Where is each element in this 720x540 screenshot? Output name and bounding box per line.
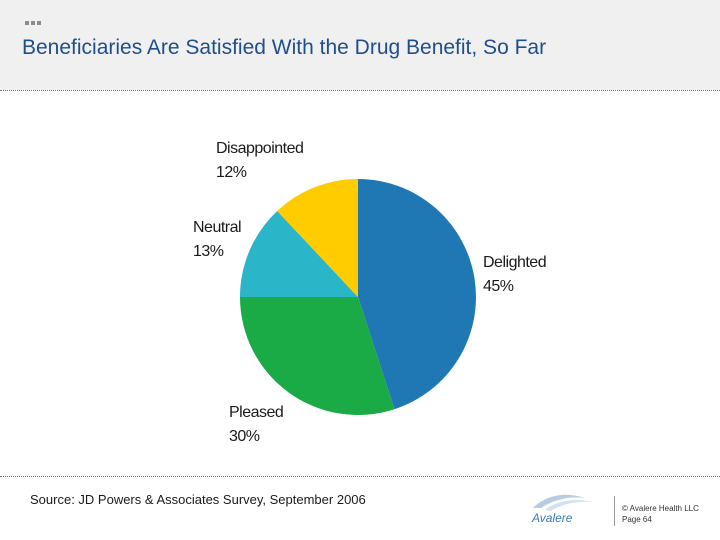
header-dots-icon <box>25 21 41 25</box>
slice-label-pleased: Pleased <box>229 404 283 421</box>
pie-chart: Delighted 45% Pleased 30% Neutral 13% Di… <box>193 140 547 445</box>
avalere-logo-icon <box>533 494 593 511</box>
slice-label-disappointed: Disappointed <box>216 140 303 157</box>
logo-text: Avalere <box>532 511 573 525</box>
pie-slice-disappointed <box>277 179 358 297</box>
slide-title: Beneficiaries Are Satisfied With the Dru… <box>22 36 547 59</box>
page-number: Page 64 <box>622 515 652 524</box>
pie-slice-neutral <box>240 210 358 297</box>
footer-separator <box>614 496 615 526</box>
slice-value-delighted: 45% <box>483 278 514 295</box>
slice-value-pleased: 30% <box>229 428 260 445</box>
pie-slice-pleased <box>240 297 395 415</box>
slice-label-neutral: Neutral <box>193 219 241 236</box>
slice-value-disappointed: 12% <box>216 164 247 181</box>
footer-divider-line <box>0 476 720 477</box>
header-band <box>0 0 720 90</box>
pie-labels: Delighted 45% Pleased 30% Neutral 13% Di… <box>193 140 547 445</box>
pie-slice-delighted <box>358 179 476 410</box>
header-divider <box>0 90 720 91</box>
slice-value-neutral: 13% <box>193 243 224 260</box>
copyright-text: © Avalere Health LLC <box>622 504 699 513</box>
slice-label-delighted: Delighted <box>483 254 546 271</box>
pie-slices <box>240 179 476 415</box>
source-note: Source: JD Powers & Associates Survey, S… <box>30 492 366 507</box>
